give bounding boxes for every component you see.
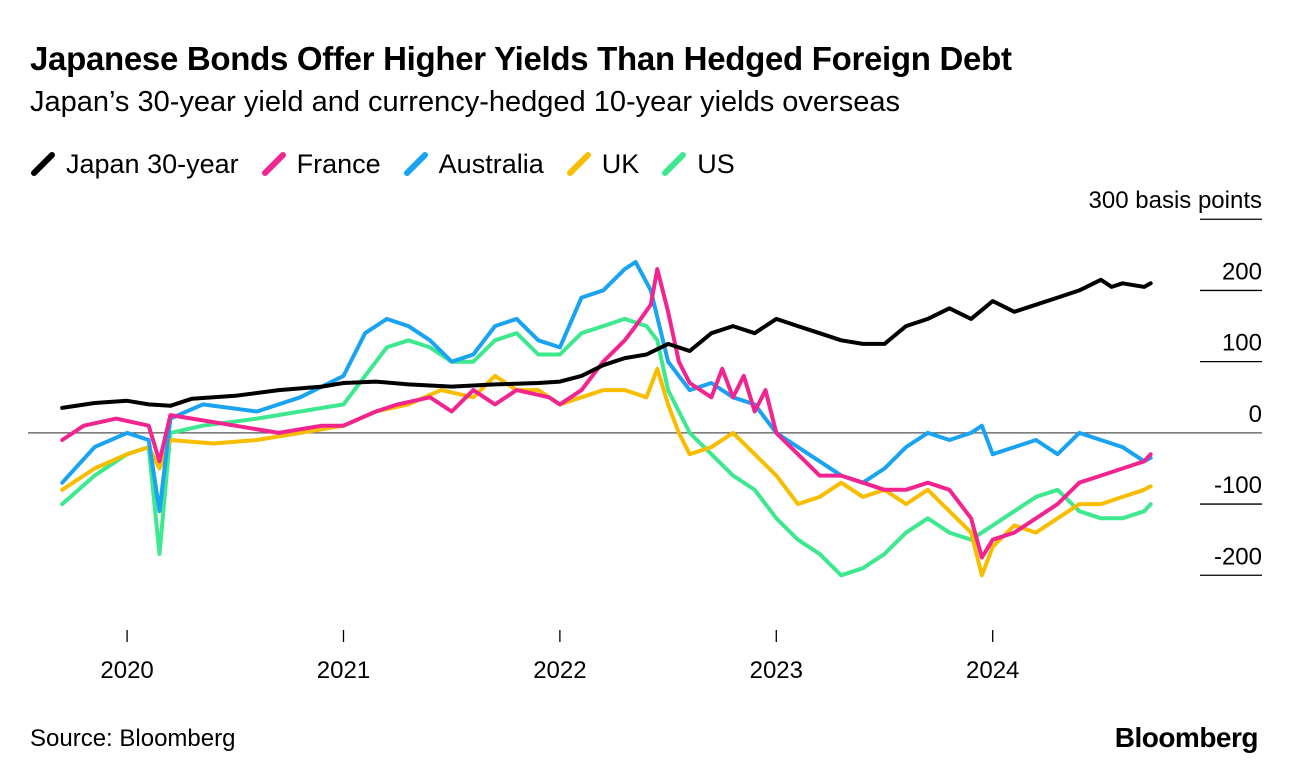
legend-item-japan-30-year: Japan 30-year bbox=[30, 149, 239, 180]
legend-label-australia: Australia bbox=[438, 148, 544, 179]
legend-swatch-us bbox=[662, 152, 687, 176]
series-line-france bbox=[60, 267, 1153, 560]
legend-item-uk: UK bbox=[566, 148, 640, 180]
legend-label-france: France bbox=[296, 148, 381, 179]
bloomberg-logo: Bloomberg bbox=[1114, 722, 1259, 753]
source-note: Source: Bloomberg bbox=[30, 725, 236, 752]
legend-swatch-france bbox=[261, 152, 286, 176]
series-line-us bbox=[60, 316, 1153, 578]
series-line-japan-30-year bbox=[60, 277, 1153, 410]
legend-label-uk: UK bbox=[601, 148, 640, 179]
legend-item-france: France bbox=[261, 149, 381, 180]
legend-item-us: US bbox=[661, 149, 735, 180]
chart-subtitle: Japan’s 30-year yield and currency-hedge… bbox=[30, 86, 900, 118]
x-tick-label-2020: 2020 bbox=[100, 657, 153, 684]
x-tick-label-2024: 2024 bbox=[966, 657, 1019, 684]
series-line-uk bbox=[60, 366, 1153, 578]
legend-item-australia: Australia bbox=[403, 149, 544, 180]
y-tick-label-100: 100 bbox=[1222, 330, 1262, 357]
x-tick-label-2023: 2023 bbox=[750, 657, 803, 684]
y-tick-label-100: -100 bbox=[1214, 472, 1262, 499]
legend-swatch-uk bbox=[566, 152, 591, 176]
legend-swatch-japan-30-year bbox=[31, 152, 55, 176]
chart-legend: Japan 30-year France Australia UK US bbox=[30, 146, 757, 182]
legend-label-us: US bbox=[697, 148, 735, 179]
legend-swatch-australia bbox=[403, 152, 428, 176]
legend-label-japan-30-year: Japan 30-year bbox=[66, 148, 239, 179]
y-tick-label-0: 0 bbox=[1249, 401, 1262, 428]
x-tick-label-2021: 2021 bbox=[317, 657, 370, 684]
y-tick-label-300: 300 basis points bbox=[1089, 187, 1262, 214]
chart-title: Japanese Bonds Offer Higher Yields Than … bbox=[30, 40, 1012, 77]
y-tick-label-200: 200 bbox=[1222, 258, 1262, 285]
x-tick-label-2022: 2022 bbox=[533, 657, 586, 684]
series-line-australia bbox=[60, 260, 1153, 514]
y-tick-label-200: -200 bbox=[1214, 543, 1262, 570]
